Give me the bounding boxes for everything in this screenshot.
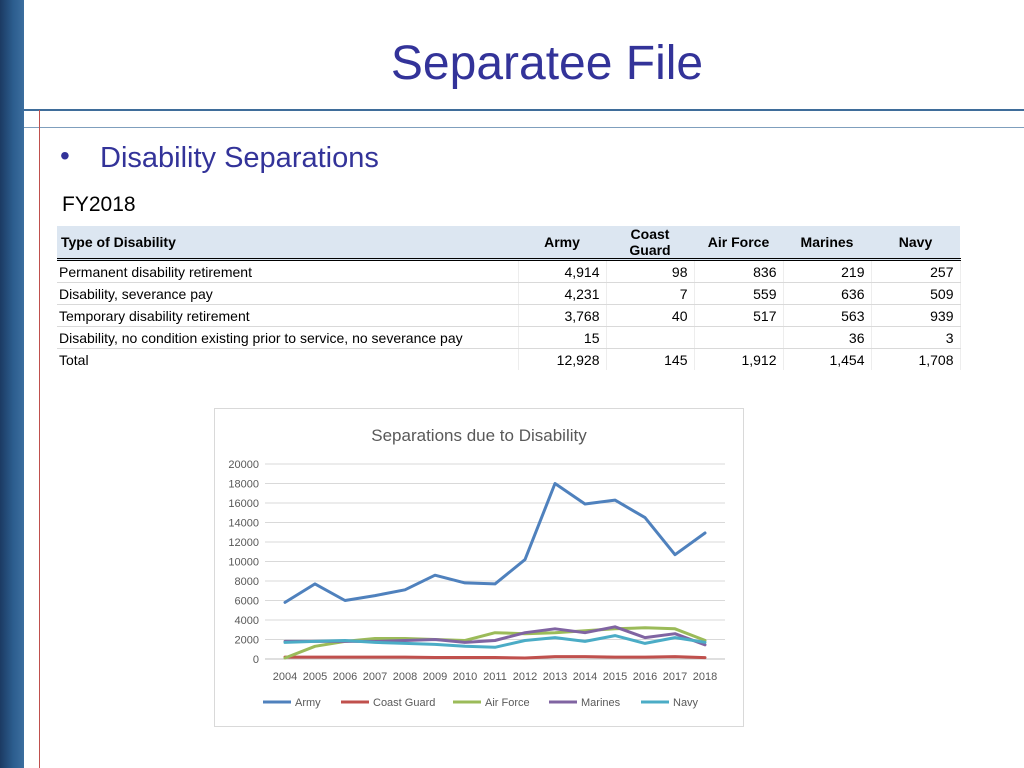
legend-label: Air Force [485,697,530,709]
cell-navy: 939 [871,304,961,327]
cell-army: 12,928 [518,348,607,370]
y-tick-label: 18000 [228,479,259,491]
margin-line [39,110,40,768]
x-tick-label: 2014 [573,671,597,683]
x-tick-label: 2017 [663,671,687,683]
x-tick-label: 2007 [363,671,387,683]
cell-coast-guard: 40 [606,304,695,327]
legend-label: Army [295,697,321,709]
legend-label: Navy [673,697,699,709]
cell-marines: 36 [783,326,872,349]
header-coast-guard: Coast Guard [606,226,694,261]
cell-marines: 219 [783,259,872,283]
x-tick-label: 2011 [483,671,507,683]
y-tick-label: 20000 [228,459,259,471]
cell-army: 4,231 [518,282,607,305]
y-tick-label: 16000 [228,498,259,510]
disability-table: Type of Disability Army Coast Guard Air … [57,226,961,370]
cell-marines: 636 [783,282,872,305]
table-row: Permanent disability retirement 4,914 98… [57,259,961,283]
legend-label: Coast Guard [373,697,435,709]
chart-title: Separations due to Disability [371,426,587,445]
cell-air-force: 517 [694,304,784,327]
x-tick-label: 2005 [303,671,327,683]
x-tick-label: 2013 [543,671,567,683]
row-label: Total [57,348,519,370]
y-tick-label: 4000 [235,615,259,627]
cell-air-force [694,326,784,349]
cell-marines: 563 [783,304,872,327]
table-row: Disability, severance pay 4,231 7 559 63… [57,282,961,305]
cell-coast-guard: 98 [606,259,695,283]
header-navy: Navy [871,226,960,261]
header-air-force: Air Force [694,226,783,261]
cell-air-force: 1,912 [694,348,784,370]
y-tick-label: 2000 [235,635,259,647]
series-line-navy [283,634,707,649]
cell-army: 3,768 [518,304,607,327]
cell-air-force: 836 [694,259,784,283]
y-tick-label: 14000 [228,518,259,530]
cell-marines: 1,454 [783,348,872,370]
line-chart: Separations due to Disability 0 2000 4000 6… [214,408,744,727]
cell-army: 15 [518,326,607,349]
x-tick-label: 2009 [423,671,447,683]
header-type: Type of Disability [57,226,518,261]
fiscal-year-label: FY2018 [62,193,136,216]
header-army: Army [518,226,606,261]
x-tick-label: 2006 [333,671,357,683]
cell-navy: 509 [871,282,961,305]
cell-army: 4,914 [518,259,607,283]
x-tick-label: 2008 [393,671,417,683]
x-tick-label: 2015 [603,671,627,683]
y-tick-label: 8000 [235,576,259,588]
table-row: Disability, no condition existing prior … [57,326,961,349]
bullet-text: Disability Separations [100,142,379,174]
slide-title: Separatee File [390,37,704,90]
cell-navy: 3 [871,326,961,349]
x-tick-label: 2004 [273,671,297,683]
table-row: Temporary disability retirement 3,768 40… [57,304,961,327]
series-line-army [283,482,707,604]
left-accent-bar [0,0,24,768]
x-tick-label: 2016 [633,671,657,683]
table-header-row: Type of Disability Army Coast Guard Air … [57,226,960,261]
row-label: Disability, no condition existing prior … [57,326,519,349]
row-label: Permanent disability retirement [57,259,519,283]
title-divider [24,109,1024,111]
cell-coast-guard [606,326,695,349]
cell-navy: 257 [871,259,961,283]
legend-label: Marines [581,697,621,709]
y-tick-label: 0 [253,654,259,666]
cell-coast-guard: 145 [606,348,695,370]
header-marines: Marines [783,226,871,261]
cell-air-force: 559 [694,282,784,305]
table-total-row: Total 12,928 145 1,912 1,454 1,708 [57,348,961,370]
row-label: Temporary disability retirement [57,304,519,327]
cell-coast-guard: 7 [606,282,695,305]
cell-navy: 1,708 [871,348,961,370]
series-line-coast-guard [283,655,707,660]
y-tick-label: 6000 [235,596,259,608]
bullet-marker: • [60,140,70,171]
x-tick-label: 2010 [453,671,477,683]
y-tick-label: 12000 [228,537,259,549]
x-tick-label: 2018 [693,671,717,683]
title-divider-secondary [24,127,1024,128]
x-tick-label: 2012 [513,671,537,683]
row-label: Disability, severance pay [57,282,519,305]
y-tick-label: 10000 [228,557,259,569]
chart-canvas: Separations due to Disability 0 2000 4000 6… [228,426,725,709]
